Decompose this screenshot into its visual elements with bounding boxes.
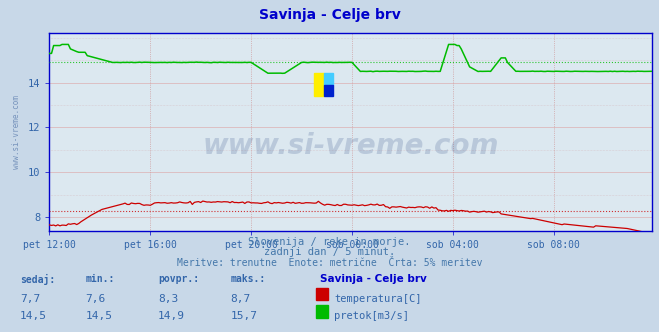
Text: 15,7: 15,7 bbox=[231, 311, 258, 321]
Text: zadnji dan / 5 minut.: zadnji dan / 5 minut. bbox=[264, 247, 395, 257]
Text: 14,9: 14,9 bbox=[158, 311, 185, 321]
Text: 7,6: 7,6 bbox=[86, 294, 106, 304]
FancyBboxPatch shape bbox=[324, 85, 333, 96]
Text: maks.:: maks.: bbox=[231, 274, 266, 284]
Text: 8,7: 8,7 bbox=[231, 294, 251, 304]
Text: Slovenija / reke in morje.: Slovenija / reke in morje. bbox=[248, 237, 411, 247]
Text: www.si-vreme.com: www.si-vreme.com bbox=[12, 95, 21, 169]
Text: sedaj:: sedaj: bbox=[20, 274, 55, 285]
Text: pretok[m3/s]: pretok[m3/s] bbox=[334, 311, 409, 321]
Text: povpr.:: povpr.: bbox=[158, 274, 199, 284]
Text: Savinja - Celje brv: Savinja - Celje brv bbox=[258, 8, 401, 22]
Text: Savinja - Celje brv: Savinja - Celje brv bbox=[320, 274, 426, 284]
Text: www.si-vreme.com: www.si-vreme.com bbox=[203, 132, 499, 160]
Text: 14,5: 14,5 bbox=[20, 311, 47, 321]
FancyBboxPatch shape bbox=[314, 73, 324, 96]
Text: Meritve: trenutne  Enote: metrične  Črta: 5% meritev: Meritve: trenutne Enote: metrične Črta: … bbox=[177, 258, 482, 268]
FancyBboxPatch shape bbox=[324, 73, 333, 85]
Text: 14,5: 14,5 bbox=[86, 311, 113, 321]
Text: min.:: min.: bbox=[86, 274, 115, 284]
Text: temperatura[C]: temperatura[C] bbox=[334, 294, 422, 304]
Text: 8,3: 8,3 bbox=[158, 294, 179, 304]
Text: 7,7: 7,7 bbox=[20, 294, 40, 304]
